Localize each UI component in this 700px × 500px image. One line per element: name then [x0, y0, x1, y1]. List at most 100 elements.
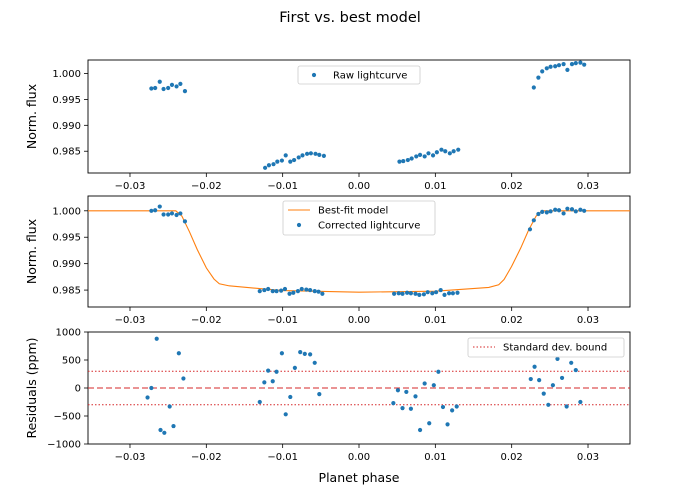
data-point — [550, 383, 555, 388]
y-tick-label: −1000 — [47, 440, 81, 451]
data-point — [396, 291, 401, 296]
panel-3: −0.03 −0.02 −0.01 0.00 0.01 0.02 0.03 −1000 −500… — [24, 328, 631, 463]
data-point — [182, 89, 188, 94]
y-tick-label: 0.985 — [52, 286, 81, 297]
data-point — [157, 204, 162, 209]
data-point — [302, 351, 307, 356]
data-point — [298, 350, 303, 355]
x-tick-label: 0.02 — [501, 181, 523, 192]
data-point — [316, 289, 321, 294]
data-point — [434, 290, 439, 295]
data-point — [295, 289, 301, 294]
data-point — [565, 67, 570, 72]
data-point — [257, 399, 262, 405]
data-point — [266, 286, 271, 292]
x-tick-label: −0.01 — [267, 181, 298, 192]
data-point — [430, 153, 436, 158]
data-point — [167, 404, 172, 409]
data-point — [262, 380, 267, 385]
data-point — [270, 289, 275, 294]
data-point — [553, 207, 558, 212]
data-point — [291, 290, 296, 295]
data-point — [169, 211, 175, 216]
data-point — [308, 151, 314, 156]
data-point — [270, 379, 275, 384]
data-point — [405, 157, 410, 163]
data-point — [408, 291, 414, 296]
y-axis-label: Norm. flux — [24, 84, 39, 149]
data-point — [300, 153, 305, 158]
data-point — [421, 292, 426, 297]
x-tick-label: 0.00 — [348, 181, 370, 192]
x-tick-label: −0.03 — [115, 315, 146, 326]
data-point — [446, 291, 452, 296]
data-point — [161, 86, 166, 92]
data-point — [404, 290, 410, 295]
data-point — [578, 399, 583, 405]
data-point — [308, 352, 313, 357]
data-point — [400, 406, 405, 411]
data-point — [292, 365, 297, 370]
panels: −0.03 −0.02 −0.01 0.00 0.01 0.02 0.03 0.985 0.99… — [24, 59, 631, 463]
x-axis-label: Planet phase — [319, 470, 400, 485]
x-tick-label: −0.02 — [191, 181, 222, 192]
data-point — [569, 360, 574, 365]
data-point — [409, 156, 414, 161]
data-point — [176, 351, 181, 356]
data-point — [154, 336, 159, 341]
data-point — [181, 376, 186, 381]
data-point — [312, 360, 317, 365]
data-point — [573, 61, 578, 66]
legend-box — [282, 200, 436, 236]
data-point — [442, 292, 447, 297]
data-point — [447, 151, 452, 156]
data-point — [532, 364, 537, 369]
data-point — [431, 383, 436, 388]
data-point — [171, 423, 176, 429]
data-point — [561, 211, 566, 216]
data-point — [425, 290, 430, 295]
data-point — [149, 385, 154, 391]
data-point — [565, 206, 570, 211]
legend-label: Best-fit model — [318, 206, 388, 217]
data-point — [145, 395, 150, 400]
data-point — [548, 209, 553, 214]
data-point — [450, 408, 455, 413]
data-point — [436, 369, 441, 374]
data-point — [174, 84, 179, 89]
data-point — [569, 207, 575, 212]
data-point — [263, 165, 268, 170]
data-point — [166, 212, 171, 217]
y-tick-label: −500 — [54, 412, 81, 423]
data-point — [153, 85, 158, 91]
data-point — [400, 291, 405, 296]
data-point — [540, 69, 545, 74]
data-point — [283, 412, 288, 417]
data-point — [536, 211, 541, 217]
data-point — [288, 159, 293, 164]
data-point — [178, 211, 183, 216]
x-tick-label: 0.01 — [424, 181, 446, 192]
data-point — [434, 150, 439, 155]
data-point — [271, 162, 276, 167]
data-point — [426, 151, 431, 156]
y-tick-label: 0.985 — [52, 147, 81, 158]
data-point — [456, 147, 461, 152]
data-point — [178, 81, 183, 86]
x-tick-label: −0.01 — [267, 315, 298, 326]
data-point — [564, 404, 569, 409]
data-point — [274, 369, 279, 374]
data-point — [445, 422, 450, 427]
data-point — [527, 227, 533, 232]
data-point — [422, 381, 427, 386]
data-point — [573, 209, 578, 214]
data-point — [313, 151, 318, 156]
data-point — [283, 153, 288, 158]
data-point — [559, 375, 565, 381]
data-point — [438, 287, 443, 293]
data-point — [149, 208, 154, 213]
data-point — [158, 427, 163, 433]
data-point — [174, 212, 179, 218]
x-tick-label: 0.01 — [424, 315, 446, 326]
legend: Standard dev. bound — [467, 337, 625, 358]
